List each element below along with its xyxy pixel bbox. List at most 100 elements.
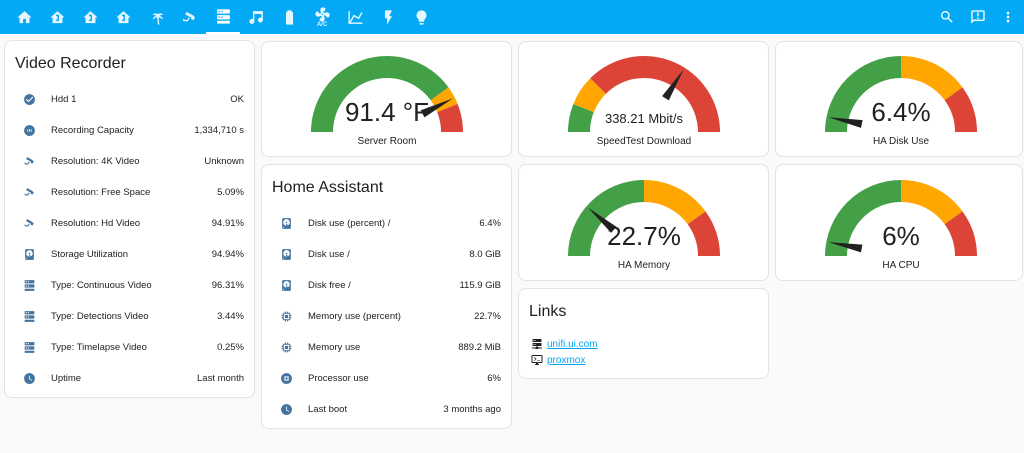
- gauge-arc: [825, 180, 977, 256]
- tab-lights[interactable]: [404, 0, 438, 34]
- home-icon: [16, 9, 33, 26]
- entity-row[interactable]: Processor use 6%: [279, 363, 501, 394]
- entity-value: 5.09%: [217, 187, 244, 198]
- gauge-needle: [420, 98, 453, 118]
- entity-row[interactable]: Type: Detections Video 3.44%: [22, 301, 244, 332]
- gauge-segment-red: [944, 87, 977, 132]
- gauge-card-cpu[interactable]: 6% HA CPU: [775, 164, 1023, 281]
- assist-button[interactable]: [962, 0, 994, 34]
- gauge-name: HA Memory: [617, 260, 671, 271]
- entity-label: Memory use (percent): [308, 311, 401, 322]
- entity-value: 3.44%: [217, 311, 244, 322]
- entity-value: 115.9 GiB: [459, 280, 501, 291]
- entity-row[interactable]: Hdd 1 OK: [22, 84, 244, 115]
- tab-ac[interactable]: A/C: [305, 0, 339, 34]
- entity-row[interactable]: Last boot 3 months ago: [279, 394, 501, 425]
- tab-cameras[interactable]: [172, 0, 206, 34]
- gauge-name: HA CPU: [882, 260, 920, 271]
- entity-label: Disk use /: [308, 249, 350, 260]
- assist-icon: [970, 9, 986, 25]
- gauge-arc: [568, 180, 720, 256]
- gauge-arc: [825, 56, 977, 132]
- gauge-card-memory[interactable]: 22.7% HA Memory: [518, 164, 769, 281]
- entity-label: Storage Utilization: [51, 249, 129, 260]
- entity-row[interactable]: Memory use (percent) 22.7%: [279, 301, 501, 332]
- gauge-name: SpeedTest Download: [596, 136, 692, 147]
- gauge-card-speedtest[interactable]: 338.21 Mbit/s SpeedTest Download: [518, 41, 769, 157]
- entity-value: 6%: [487, 373, 501, 384]
- music-icon: [248, 9, 265, 26]
- entity-row[interactable]: Disk free / 115.9 GiB: [279, 270, 501, 301]
- entity-label: Memory use: [308, 342, 361, 353]
- palm-tree-icon: [148, 9, 165, 26]
- server-icon: [22, 341, 36, 355]
- entity-label: Resolution: Free Space: [51, 187, 151, 198]
- entity-value: 94.94%: [211, 249, 244, 260]
- ac-tab-text: A/C: [316, 22, 328, 28]
- entity-row[interactable]: Type: Continuous Video 96.31%: [22, 270, 244, 301]
- gauge-arc: [568, 55, 720, 132]
- video-recorder-card: Video Recorder Hdd 1 OK Recording Capacity…: [4, 40, 255, 398]
- home-floor-3-icon: [115, 9, 132, 26]
- entity-row[interactable]: Resolution: Free Space 5.09%: [22, 177, 244, 208]
- air-conditioner-icon: [314, 6, 331, 23]
- entity-value: 1,334,710 s: [194, 125, 244, 136]
- gauge-needle: [588, 207, 617, 233]
- tab-music[interactable]: [239, 0, 273, 34]
- card-title: Links: [529, 303, 567, 320]
- entity-row[interactable]: Disk use (percent) / 6.4%: [279, 208, 501, 239]
- entity-row[interactable]: Storage Utilization 94.94%: [22, 239, 244, 270]
- check-circle-icon: [22, 93, 36, 107]
- link-unifi[interactable]: unifi.ui.com: [531, 338, 598, 350]
- link-text[interactable]: unifi.ui.com: [547, 338, 598, 350]
- gauge-card-disk[interactable]: 6.4% HA Disk Use: [775, 41, 1023, 157]
- entity-value: 96.31%: [211, 280, 244, 291]
- entity-value: OK: [230, 94, 244, 105]
- link-text[interactable]: proxmox: [547, 354, 586, 366]
- entity-row[interactable]: Resolution: 4K Video Unknown: [22, 146, 244, 177]
- home-assistant-card: Home Assistant Disk use (percent) /6.4% D…: [261, 164, 512, 429]
- memory-icon: [279, 341, 293, 355]
- gauge-needle: [828, 242, 863, 253]
- gauge-segment-yellow: [901, 56, 963, 101]
- cctv-icon: [181, 9, 198, 26]
- entity-row[interactable]: Type: Timelapse Video 0.25%: [22, 332, 244, 363]
- entity-value: 8.0 GiB: [469, 249, 501, 260]
- tab-home[interactable]: [7, 0, 41, 34]
- entity-row[interactable]: Recording Capacity 1,334,710 s: [22, 115, 244, 146]
- lightbulb-icon: [413, 9, 430, 26]
- gauge: 6.4% HA Disk Use: [821, 54, 981, 152]
- gauge-segment-green: [568, 180, 644, 256]
- entity-row[interactable]: Memory use 889.2 MiB: [279, 332, 501, 363]
- gauge: 22.7% HA Memory: [564, 178, 724, 276]
- gauge-value: 91.4 °F: [344, 97, 430, 127]
- gauge: 91.4 °F Server Room: [307, 54, 467, 152]
- gauge-card-server-room[interactable]: 91.4 °F Server Room: [261, 41, 512, 157]
- entity-label: Type: Continuous Video: [51, 280, 152, 291]
- gauge-segment-red: [944, 211, 977, 256]
- server-icon: [22, 310, 36, 324]
- tab-battery[interactable]: [272, 0, 306, 34]
- entity-row[interactable]: Resolution: Hd Video 94.91%: [22, 208, 244, 239]
- link-proxmox[interactable]: proxmox: [531, 354, 585, 366]
- tab-outdoor[interactable]: [139, 0, 173, 34]
- tab-floor-2[interactable]: [73, 0, 107, 34]
- tab-history[interactable]: [338, 0, 372, 34]
- entity-row[interactable]: Disk use / 8.0 GiB: [279, 239, 501, 270]
- tab-floor-3[interactable]: [106, 0, 140, 34]
- more-vert-icon: [1000, 9, 1016, 25]
- gauge-segment-green: [825, 180, 901, 256]
- tab-servers[interactable]: [206, 0, 240, 34]
- entity-value: 22.7%: [474, 311, 501, 322]
- harddisk-icon: [22, 248, 36, 262]
- more-menu-button[interactable]: [992, 0, 1024, 34]
- card-title: Home Assistant: [272, 179, 384, 196]
- top-toolbar: A/C: [0, 0, 1024, 34]
- entity-value: Last month: [197, 373, 244, 384]
- search-button[interactable]: [931, 0, 963, 34]
- entity-row[interactable]: Uptime Last month: [22, 363, 244, 394]
- tab-energy[interactable]: [371, 0, 405, 34]
- tab-floor-1[interactable]: [40, 0, 74, 34]
- search-icon: [939, 9, 955, 25]
- gauge-segment-green: [311, 56, 449, 132]
